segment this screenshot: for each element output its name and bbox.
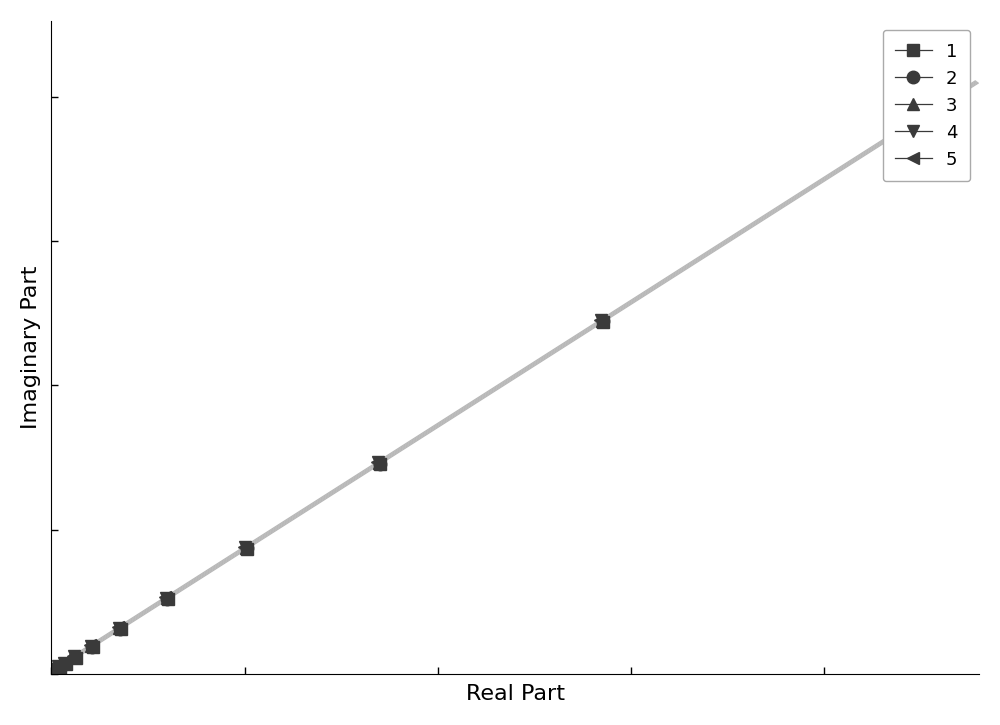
X-axis label: Real Part: Real Part <box>466 684 565 704</box>
Legend: 1, 2, 3, 4, 5: 1, 2, 3, 4, 5 <box>883 30 970 181</box>
Y-axis label: Imaginary Part: Imaginary Part <box>21 265 41 429</box>
